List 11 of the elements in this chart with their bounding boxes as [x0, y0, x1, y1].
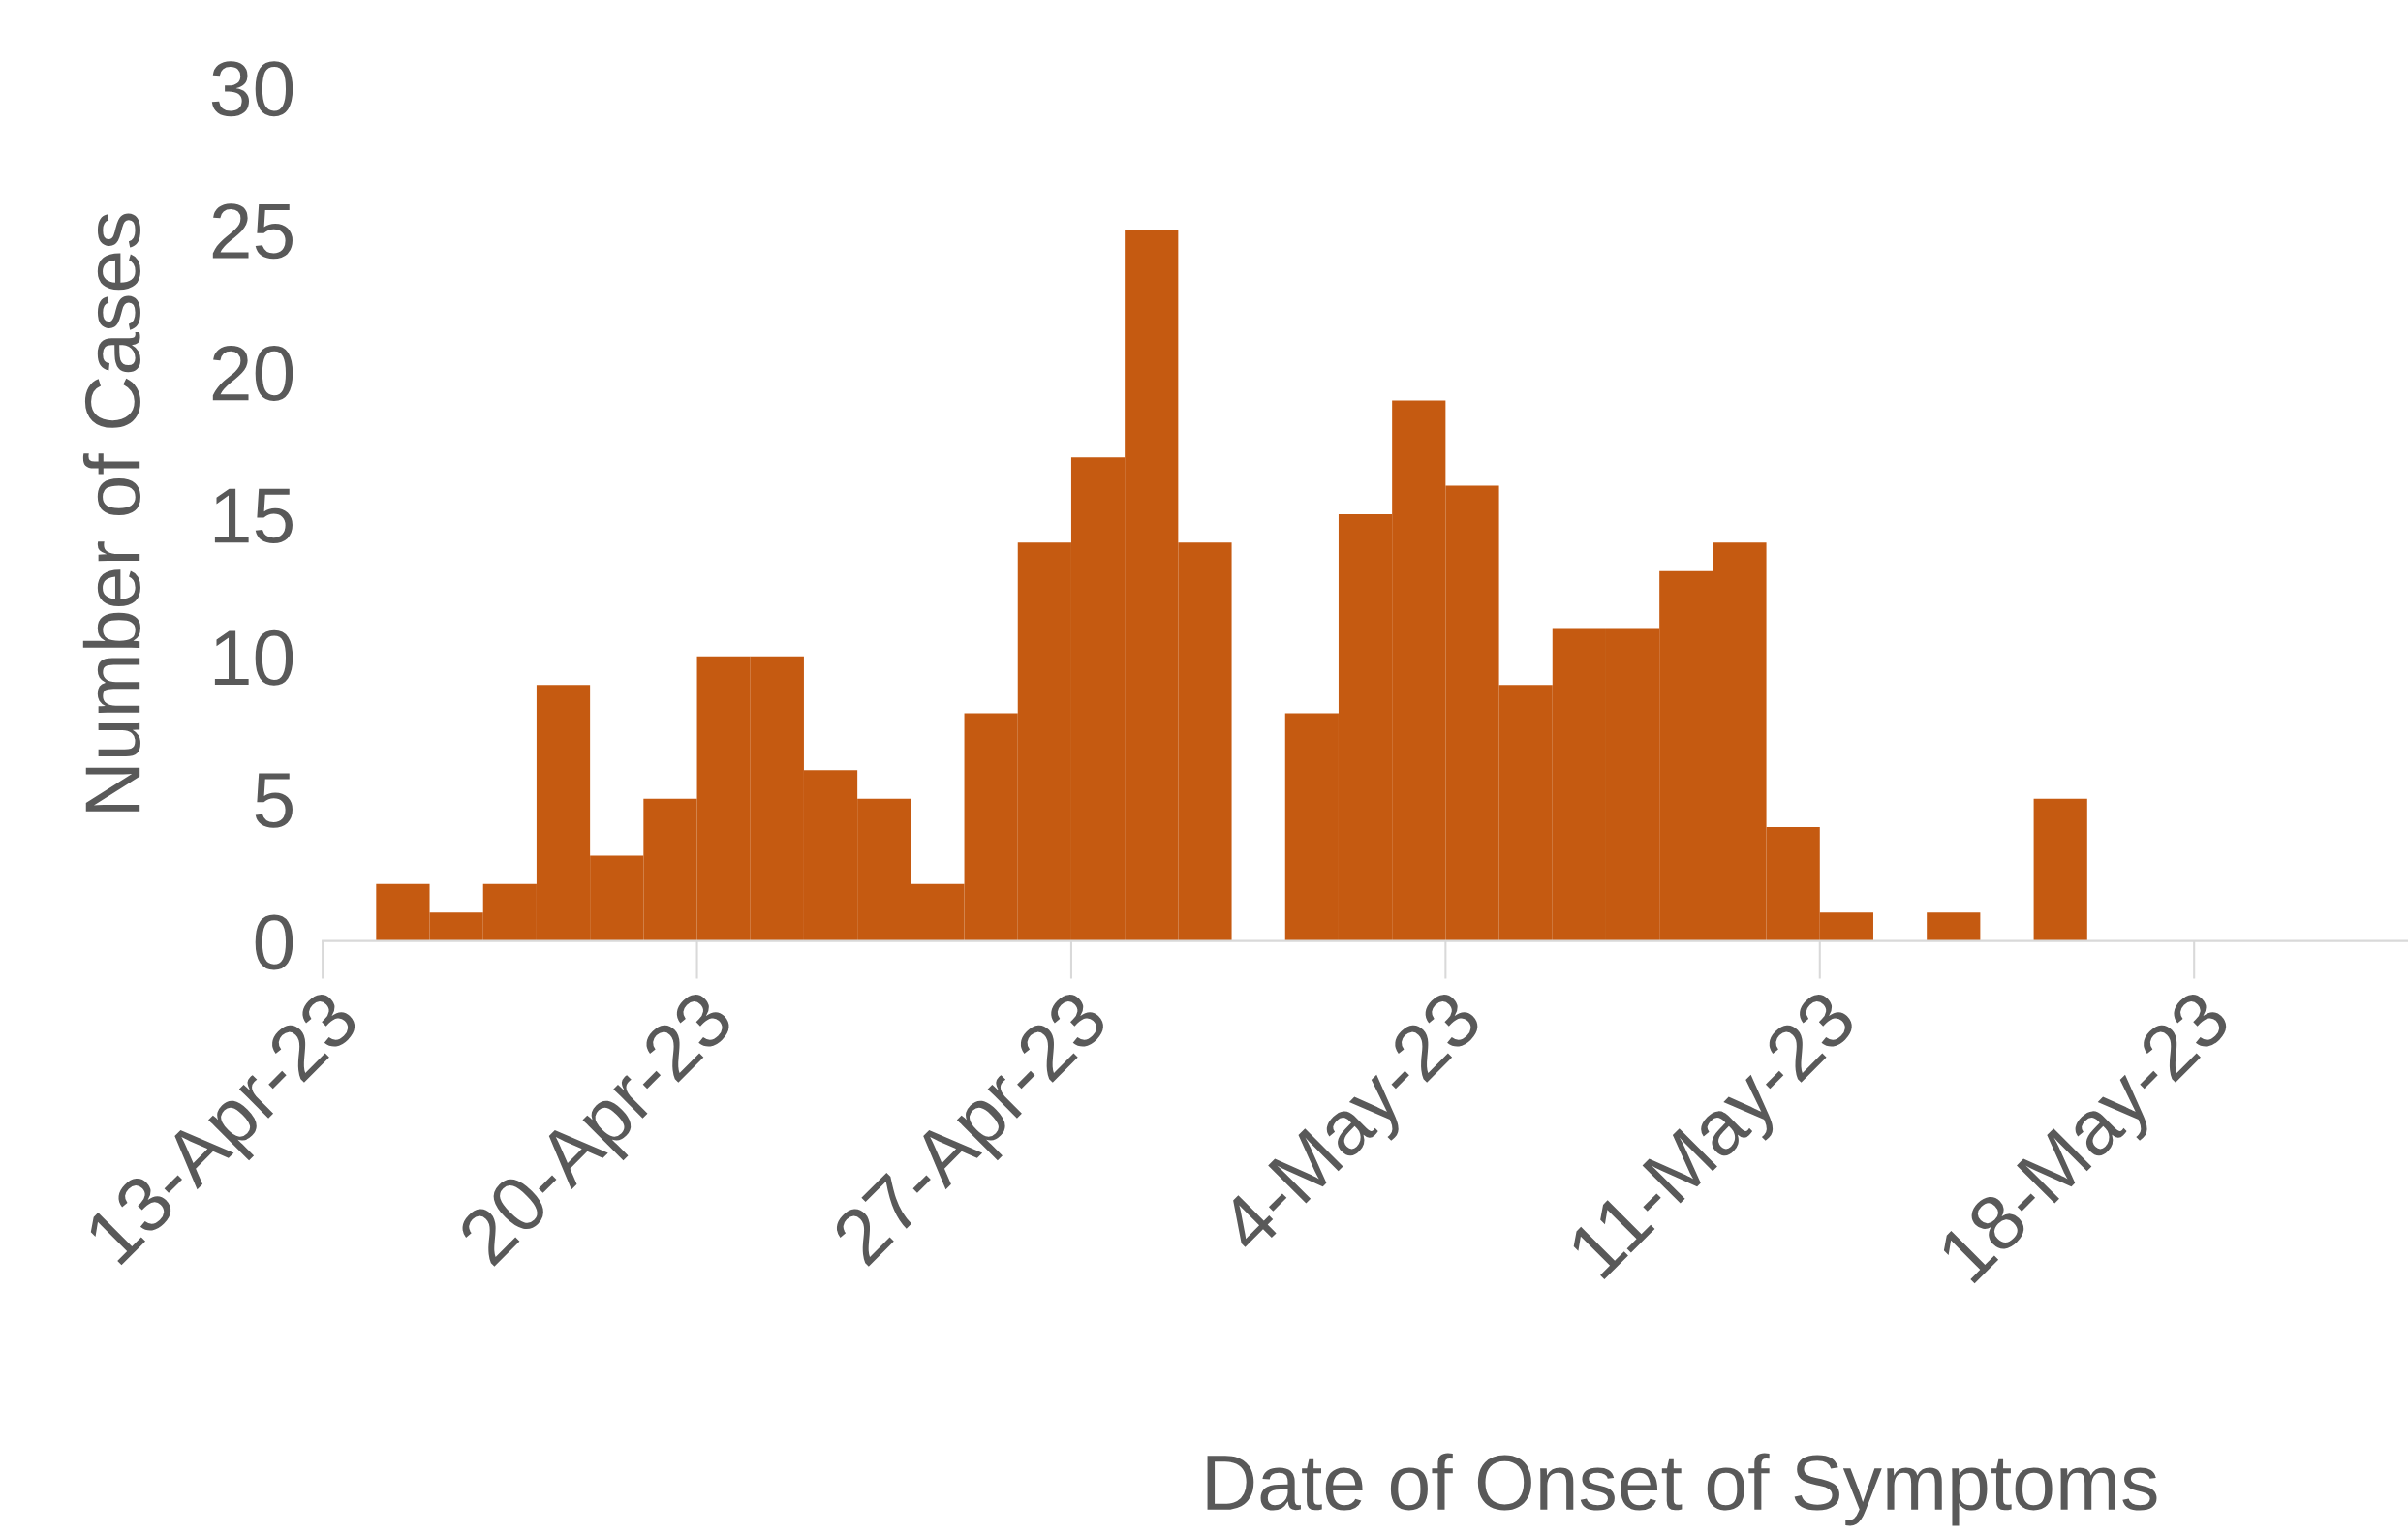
- bar: [2033, 798, 2087, 941]
- x-axis-title: Date of Onset of Symptoms: [1207, 1453, 2157, 1526]
- y-tick-label: 0: [255, 914, 293, 970]
- y-tick-label: 30: [211, 61, 293, 117]
- bar: [1927, 912, 1981, 941]
- y-tick-label: 25: [212, 203, 293, 260]
- y-axis-title: Number of Cases: [82, 213, 140, 812]
- y-tick-label: 15: [214, 488, 293, 543]
- y-tick-label: 5: [255, 773, 293, 828]
- y-tick-label: 20: [212, 346, 293, 402]
- y-tick-label: 10: [214, 629, 293, 686]
